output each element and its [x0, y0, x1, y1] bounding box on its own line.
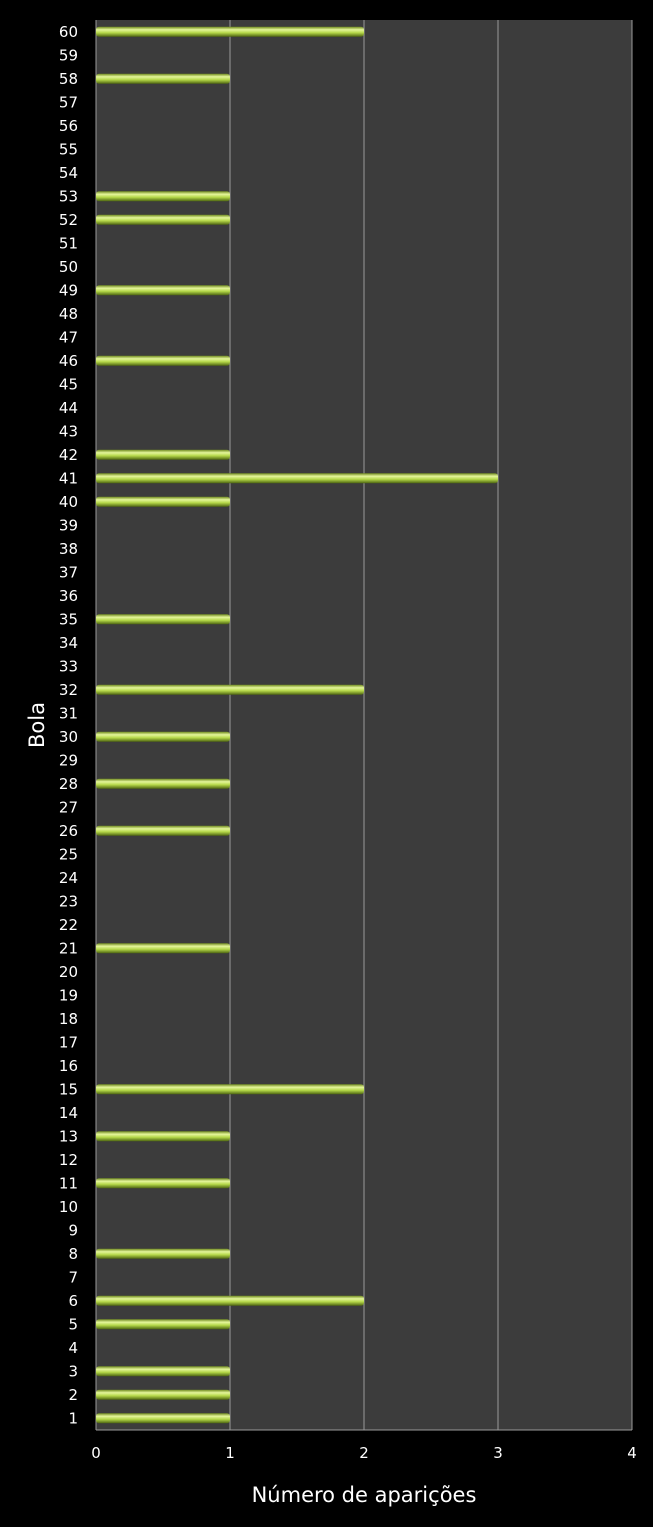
bar-28 [96, 778, 230, 789]
y-tick-label: 58 [59, 70, 78, 88]
y-tick-label: 56 [59, 117, 78, 135]
y-tick-label: 8 [68, 1245, 78, 1263]
bar-8 [96, 1248, 230, 1259]
bar-60 [96, 26, 364, 37]
y-tick-label: 31 [59, 704, 78, 722]
y-tick-label: 55 [59, 140, 78, 158]
y-tick-label: 2 [68, 1386, 78, 1404]
bar-13 [96, 1131, 230, 1142]
y-tick-label: 16 [59, 1057, 78, 1075]
y-tick-label: 37 [59, 563, 78, 581]
bar-41 [96, 473, 498, 484]
y-tick-label: 59 [59, 46, 78, 64]
bar-58 [96, 73, 230, 84]
y-tick-label: 51 [59, 234, 78, 252]
bar-5 [96, 1319, 230, 1330]
y-tick-label: 10 [59, 1198, 78, 1216]
y-tick-label: 24 [59, 869, 78, 887]
y-tick-label: 48 [59, 305, 78, 323]
y-tick-label: 27 [59, 798, 78, 816]
y-tick-label: 54 [59, 164, 78, 182]
y-tick-label: 3 [68, 1362, 78, 1380]
bar-32 [96, 684, 364, 695]
y-tick-label: 52 [59, 211, 78, 229]
y-tick-label: 45 [59, 375, 78, 393]
y-tick-label: 5 [68, 1315, 78, 1333]
y-tick-label: 1 [68, 1409, 78, 1427]
x-tick-label: 4 [627, 1444, 637, 1462]
y-tick-label: 7 [68, 1268, 78, 1286]
y-tick-label: 4 [68, 1339, 78, 1357]
y-tick-label: 34 [59, 634, 78, 652]
y-tick-label: 19 [59, 986, 78, 1004]
bar-46 [96, 355, 230, 366]
x-axis-label: Número de aparições [252, 1483, 477, 1507]
y-tick-label: 36 [59, 587, 78, 605]
bar-3 [96, 1366, 230, 1377]
y-tick-label: 17 [59, 1033, 78, 1051]
y-tick-label: 47 [59, 328, 78, 346]
y-tick-label: 57 [59, 93, 78, 111]
x-tick-label: 2 [359, 1444, 369, 1462]
bar-26 [96, 825, 230, 836]
y-tick-label: 28 [59, 775, 78, 793]
bar-53 [96, 191, 230, 202]
y-tick-label: 30 [59, 728, 78, 746]
y-tick-label: 14 [59, 1104, 78, 1122]
bar-42 [96, 449, 230, 460]
y-tick-label: 23 [59, 892, 78, 910]
y-tick-label: 60 [59, 23, 78, 41]
y-tick-label: 44 [59, 399, 78, 417]
y-tick-label: 21 [59, 939, 78, 957]
y-tick-label: 43 [59, 422, 78, 440]
bar-40 [96, 496, 230, 507]
y-tick-label: 20 [59, 963, 78, 981]
bar-21 [96, 943, 230, 954]
bar-49 [96, 285, 230, 296]
y-tick-label: 42 [59, 446, 78, 464]
bar-35 [96, 614, 230, 625]
y-tick-label: 39 [59, 516, 78, 534]
bar-2 [96, 1389, 230, 1400]
bar-30 [96, 731, 230, 742]
bar-6 [96, 1295, 364, 1306]
bar-1 [96, 1413, 230, 1424]
y-tick-label: 53 [59, 187, 78, 205]
y-tick-label: 26 [59, 822, 78, 840]
x-tick-label: 1 [225, 1444, 235, 1462]
x-tick-label: 3 [493, 1444, 503, 1462]
x-tick-label: 0 [91, 1444, 101, 1462]
y-tick-label: 50 [59, 258, 78, 276]
y-tick-label: 35 [59, 610, 78, 628]
y-tick-label: 46 [59, 352, 78, 370]
y-tick-label: 13 [59, 1127, 78, 1145]
y-tick-label: 41 [59, 469, 78, 487]
y-tick-label: 9 [68, 1221, 78, 1239]
y-tick-label: 6 [68, 1292, 78, 1310]
y-tick-label: 15 [59, 1080, 78, 1098]
y-tick-label: 38 [59, 540, 78, 558]
y-tick-label: 11 [59, 1174, 78, 1192]
y-tick-label: 29 [59, 751, 78, 769]
y-tick-label: 32 [59, 681, 78, 699]
bar-15 [96, 1084, 364, 1095]
bar-52 [96, 214, 230, 225]
y-tick-label: 49 [59, 281, 78, 299]
y-axis-label: Bola [25, 702, 49, 748]
y-tick-label: 33 [59, 657, 78, 675]
y-tick-label: 12 [59, 1151, 78, 1169]
y-tick-label: 18 [59, 1010, 78, 1028]
y-tick-label: 40 [59, 493, 78, 511]
y-tick-label: 22 [59, 916, 78, 934]
bar-11 [96, 1178, 230, 1189]
y-tick-label: 25 [59, 845, 78, 863]
